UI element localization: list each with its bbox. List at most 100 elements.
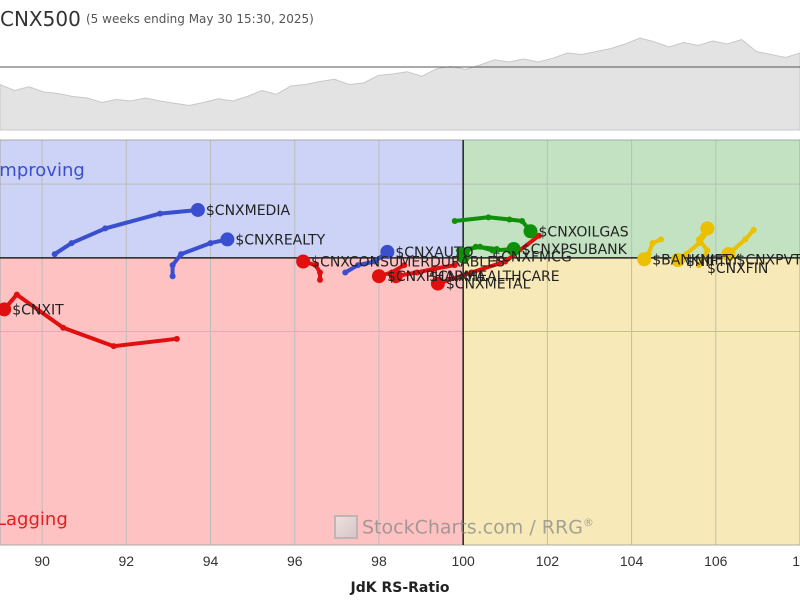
series-head-point[interactable] — [220, 232, 235, 247]
series-tail-point — [649, 240, 656, 247]
series-tails — [0, 202, 757, 350]
series-label: $CNXPVTBANK — [736, 252, 800, 268]
quadrant-label-improving: Improving — [0, 160, 85, 181]
x-tick-label: 90 — [34, 553, 50, 569]
series-cnxoilgas[interactable] — [451, 214, 538, 239]
series-head-point[interactable] — [380, 244, 395, 259]
series-tail-point — [493, 245, 500, 252]
series-label: $CNXAUTO — [395, 245, 473, 261]
series-tail-point — [485, 214, 492, 221]
series-tail-point — [13, 291, 20, 298]
series-tail-point — [207, 240, 214, 247]
series-tail-point — [683, 251, 690, 258]
series-cnxconsumerdurables[interactable] — [296, 254, 323, 283]
series-tail-point — [472, 243, 479, 250]
x-tick-labels: 90 92 94 96 98 100 102 104 106 10 — [34, 553, 800, 569]
x-tick-label: 100 — [451, 553, 475, 569]
series-tail-point — [451, 218, 458, 224]
series-head-point[interactable] — [0, 302, 12, 317]
series-tail-point — [468, 269, 475, 276]
series-tail-point — [317, 276, 323, 283]
x-tick-label: 106 — [704, 553, 728, 569]
chart-symbol-title: CNX500 — [0, 7, 81, 31]
series-tail-point — [173, 335, 180, 342]
series-tail-point — [430, 265, 437, 272]
grid — [0, 139, 800, 546]
series-tail-point — [401, 262, 408, 269]
quadrant-lagging — [0, 257, 464, 545]
series-label: $BANKNIFTY — [652, 252, 740, 268]
series-tail-point — [695, 262, 702, 269]
series-label: $CNXCONSUMERDURABLES — [311, 255, 505, 271]
x-tick-label: 102 — [536, 553, 560, 569]
series-head-point[interactable] — [388, 269, 403, 284]
series-label: $CNXHEALTHCARE — [429, 269, 560, 285]
series-head-point[interactable] — [371, 269, 386, 284]
series-head-point[interactable] — [456, 249, 471, 264]
series-tail-point — [658, 236, 665, 243]
series-label: $CNXFIN — [707, 261, 768, 277]
stockcharts-logo-icon — [334, 515, 358, 539]
series-head-point[interactable] — [430, 276, 445, 291]
series-tail-point — [312, 262, 319, 269]
series-tail-point — [704, 247, 711, 254]
series-tail-point — [535, 232, 542, 239]
quadrants — [0, 140, 800, 545]
series-tail-point — [371, 258, 378, 265]
series-head-point[interactable] — [523, 224, 538, 239]
series-head-point[interactable] — [637, 252, 652, 267]
series-cnxhealthcare[interactable] — [388, 262, 458, 284]
series-cnxfmcg[interactable] — [456, 243, 500, 264]
series-head-point[interactable] — [721, 247, 736, 262]
series-label: $CNXMEDIA — [206, 203, 291, 219]
series-tail-point — [502, 258, 509, 265]
series-cnxmedia[interactable] — [51, 202, 205, 258]
series-label: $NIFTY — [686, 254, 735, 270]
series-tail-point — [317, 269, 323, 276]
series-tail-point — [451, 262, 458, 269]
series-tail-point — [413, 269, 420, 276]
series-cnxauto[interactable] — [342, 244, 395, 276]
series-head-point[interactable] — [700, 221, 715, 236]
series-tail-point — [157, 210, 163, 217]
series-cnxpvtbank[interactable] — [721, 226, 757, 262]
series-label: $CNXPHARMA — [387, 269, 486, 285]
series-tail-line — [393, 263, 457, 279]
series-banknifty[interactable] — [637, 236, 665, 267]
series-label: $CNXMETAL — [446, 277, 531, 293]
series-tail-point — [354, 262, 361, 269]
series-tail-line — [343, 249, 390, 275]
series-tail-point — [51, 251, 58, 258]
series-tail-point — [742, 236, 749, 243]
chart-subtitle: (5 weeks ending May 30 15:30, 2025) — [86, 12, 314, 26]
series-tail-point — [60, 324, 67, 331]
series-head-point[interactable] — [670, 253, 685, 268]
series-label: $CNXREALTY — [235, 232, 325, 248]
series-cnxit[interactable] — [0, 291, 180, 350]
chart-header: CNX500 (5 weeks ending May 30 15:30, 202… — [0, 0, 800, 40]
quadrant-label-lagging: Lagging — [0, 509, 68, 530]
series-label: $CNXOILGAS — [539, 224, 629, 240]
x-tick-label: 104 — [620, 553, 644, 569]
series-head-point[interactable] — [190, 202, 205, 217]
x-tick-label: 92 — [119, 553, 135, 569]
x-tick-label: 98 — [371, 553, 387, 569]
series-cnxfin[interactable] — [695, 221, 715, 269]
series-nifty[interactable] — [670, 229, 711, 268]
series-tail-line — [435, 233, 541, 286]
watermark-text: StockCharts.com / RRG® — [362, 515, 594, 539]
x-tick-label: 96 — [287, 553, 303, 569]
stockcharts-watermark: StockCharts.com / RRG® — [334, 512, 594, 542]
series-head-point[interactable] — [506, 241, 521, 256]
series-cnxrealty[interactable] — [169, 232, 235, 280]
x-tick-label: 94 — [203, 553, 219, 569]
series-label: $CNXPSUBANK — [522, 242, 628, 258]
series-tail-point — [342, 269, 349, 276]
x-tick-label: 10 — [792, 553, 800, 569]
series-head-point[interactable] — [296, 254, 311, 269]
series-tail-point — [178, 251, 185, 258]
series-labels: $CNXMEDIA $CNXREALTY $CNXAUTO $CNXIT $CNXCON… — [12, 203, 800, 318]
series-cnxmetal[interactable] — [430, 232, 542, 291]
price-area — [0, 37, 800, 131]
